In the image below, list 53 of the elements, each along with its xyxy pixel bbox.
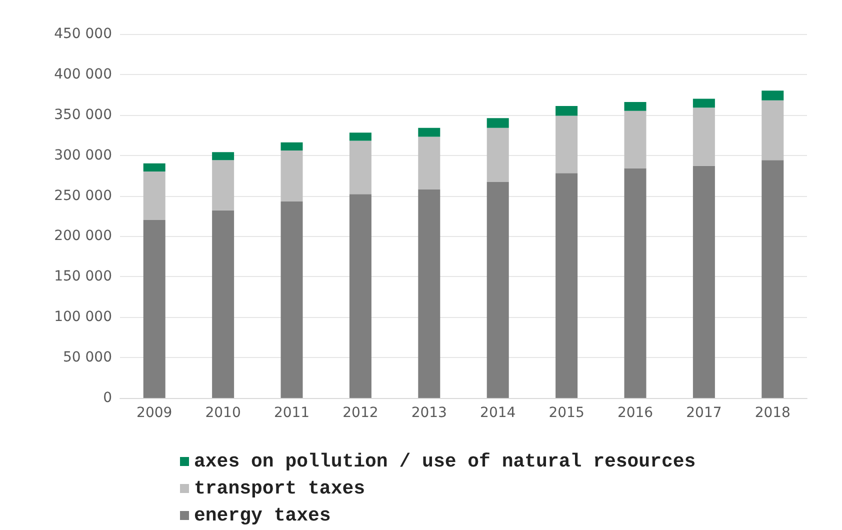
bar bbox=[556, 106, 578, 116]
bar bbox=[280, 150, 303, 202]
y-tick-label: 100 000 bbox=[54, 309, 112, 326]
bar bbox=[692, 166, 715, 398]
bar bbox=[212, 160, 234, 210]
legend-label: axes on pollution / use of natural resources bbox=[194, 450, 696, 472]
bar bbox=[280, 142, 303, 150]
x-tick-label: 2011 bbox=[274, 405, 310, 421]
x-tick-label: 2016 bbox=[617, 405, 654, 421]
bar bbox=[624, 168, 646, 398]
x-tick-label: 2012 bbox=[342, 405, 378, 421]
bar bbox=[212, 152, 234, 160]
bar bbox=[143, 220, 166, 398]
bar bbox=[349, 194, 372, 398]
y-tick-label: 50 000 bbox=[63, 350, 112, 366]
y-tick-label: 0 bbox=[103, 390, 112, 406]
bar bbox=[556, 116, 578, 174]
y-tick-label: 400 000 bbox=[54, 66, 112, 82]
bar bbox=[556, 173, 578, 398]
bar bbox=[212, 210, 234, 398]
bar bbox=[418, 189, 440, 398]
bar bbox=[486, 118, 509, 128]
x-tick-label: 2017 bbox=[686, 405, 722, 421]
x-tick-label: 2015 bbox=[548, 405, 584, 421]
bar bbox=[349, 132, 372, 141]
legend-label: transport taxes bbox=[194, 478, 366, 500]
bar bbox=[692, 98, 715, 108]
x-tick-label: 2009 bbox=[136, 405, 172, 421]
bar bbox=[692, 108, 715, 166]
bar bbox=[418, 136, 440, 190]
y-tick-label: 350 000 bbox=[54, 106, 112, 123]
x-tick-label: 2014 bbox=[480, 405, 516, 421]
legend-label: energy taxes bbox=[194, 504, 331, 526]
bar bbox=[762, 90, 784, 100]
x-tick-label: 2013 bbox=[411, 405, 447, 421]
x-tick-label: 2010 bbox=[205, 405, 241, 421]
bar bbox=[418, 128, 440, 137]
bar bbox=[349, 140, 372, 194]
bar bbox=[143, 163, 166, 172]
y-tick-label: 200 000 bbox=[54, 228, 112, 244]
x-tick-label: 2018 bbox=[754, 405, 790, 421]
bar bbox=[143, 172, 166, 220]
bar bbox=[486, 128, 509, 182]
y-tick-label: 450 000 bbox=[54, 26, 112, 42]
bar bbox=[280, 201, 303, 398]
y-tick-label: 150 000 bbox=[54, 268, 112, 285]
bar bbox=[486, 182, 509, 398]
y-tick-label: 250 000 bbox=[54, 188, 112, 204]
y-tick-label: 300 000 bbox=[54, 147, 112, 164]
bar bbox=[624, 102, 646, 111]
bar bbox=[762, 160, 784, 398]
bar bbox=[624, 110, 646, 168]
bar bbox=[762, 100, 784, 160]
